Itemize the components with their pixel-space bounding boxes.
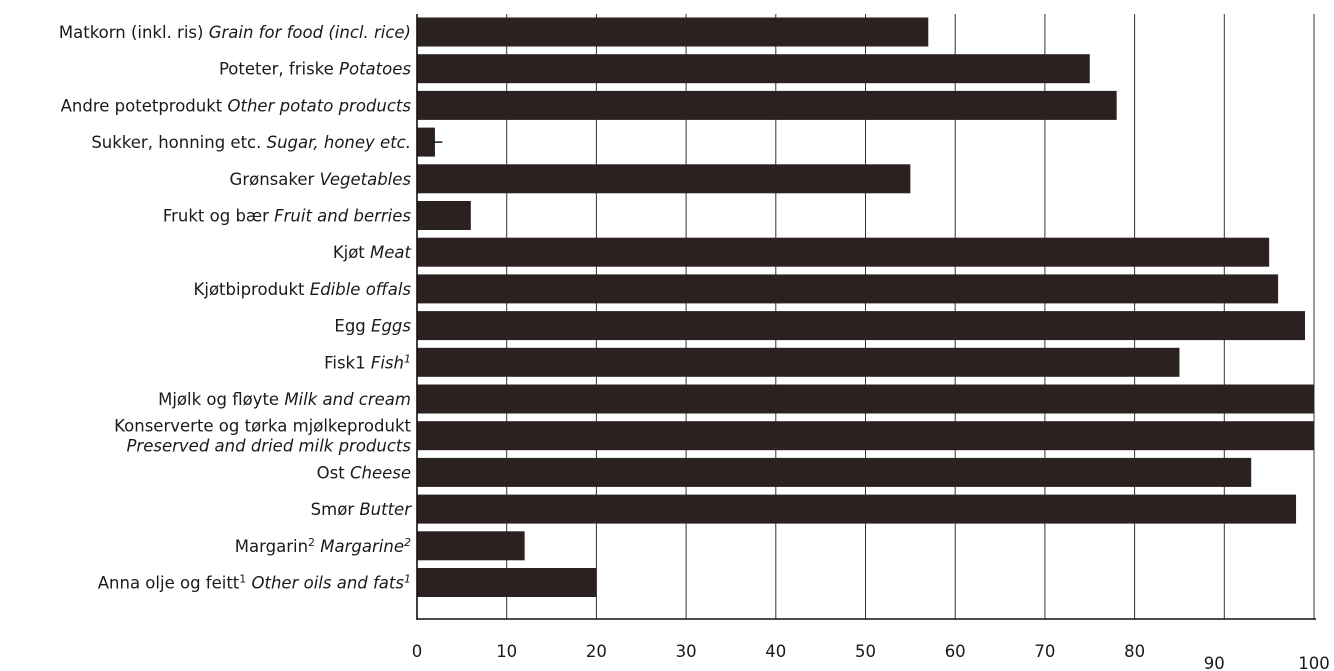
category-label: Poteter, friske Potatoes [219, 60, 411, 79]
category-label: Kjøtbiprodukt Edible offals [194, 280, 412, 299]
category-label: Smør Butter [311, 500, 413, 519]
x-tick-label-100: 100 [1298, 654, 1330, 671]
category-label: Konserverte og tørka mjølkeprodukt [114, 417, 411, 436]
bar-14 [417, 531, 525, 561]
bar-2 [417, 90, 1117, 120]
category-label: Egg Eggs [334, 317, 411, 336]
x-tick-label-90: 90 [1204, 654, 1225, 671]
x-tick-label-40: 40 [765, 642, 786, 661]
bar-9 [417, 347, 1180, 377]
bar-12 [417, 457, 1252, 487]
bars [417, 17, 1314, 597]
bar-1 [417, 54, 1090, 84]
bar-5 [417, 201, 471, 230]
bar-10 [417, 384, 1314, 414]
category-label: Grønsaker Vegetables [230, 170, 412, 189]
x-tick-label-30: 30 [676, 642, 697, 661]
category-label: Frukt og bær Fruit and berries [163, 207, 412, 226]
category-label: Margarin2 Margarine2 [235, 535, 411, 556]
bar-6 [417, 237, 1270, 267]
category-label: Matkorn (inkl. ris) Grain for food (incl… [59, 23, 411, 42]
category-label: Mjølk og fløyte Milk and cream [158, 390, 411, 409]
bar-11 [417, 421, 1314, 451]
x-tick-label-60: 60 [945, 642, 966, 661]
bar-3 [417, 127, 435, 157]
bar-13 [417, 494, 1297, 524]
x-tick-label-50: 50 [855, 642, 876, 661]
category-labels: Matkorn (inkl. ris) Grain for food (incl… [59, 23, 412, 593]
x-tick-label-0: 0 [412, 642, 423, 661]
bar-8 [417, 311, 1306, 341]
bar-0 [417, 17, 929, 47]
x-tick-label-70: 70 [1034, 642, 1055, 661]
category-label: Fisk1 Fish1 [324, 352, 411, 373]
axes [416, 14, 1316, 620]
x-tick-label-80: 80 [1124, 642, 1145, 661]
category-label: Sukker, honning etc. Sugar, honey etc. [91, 133, 411, 152]
category-label: Andre potetprodukt Other potato products [61, 96, 412, 115]
x-tick-label-20: 20 [586, 642, 607, 661]
category-label: Kjøt Meat [333, 243, 412, 262]
category-label: Ost Cheese [317, 463, 411, 482]
x-tick-labels: 0 10 20 30 40 50 60 70 80 90 100 [412, 642, 1330, 671]
bar-15 [417, 568, 597, 597]
category-label: Preserved and dried milk products [126, 437, 411, 456]
x-tick-label-10: 10 [496, 642, 517, 661]
bar-4 [417, 164, 911, 194]
bar-7 [417, 274, 1279, 304]
category-label: Anna olje og feitt1 Other oils and fats1 [98, 572, 411, 593]
